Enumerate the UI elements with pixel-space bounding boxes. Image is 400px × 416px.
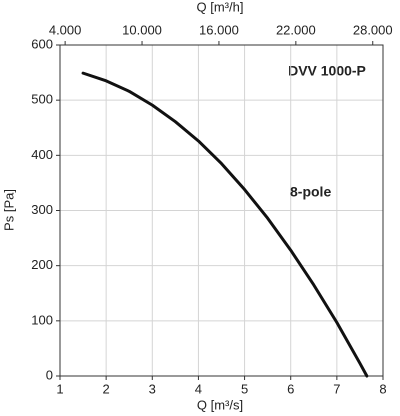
x2-tick-label: 16.000	[199, 22, 239, 37]
x2-axis-label: Q [m³/h]	[197, 0, 244, 14]
y-tick-label: 500	[31, 92, 53, 107]
x-tick-label: 5	[241, 381, 248, 396]
x2-tick-label: 4.000	[49, 22, 82, 37]
series-line	[81, 71, 369, 378]
y-tick-label: 400	[31, 147, 53, 162]
x2-tick-label: 10.000	[122, 22, 162, 37]
y-tick-label: 300	[31, 202, 53, 217]
x-axis-label: Q [m³/s]	[197, 397, 243, 412]
x2-tick-label: 28.000	[353, 22, 393, 37]
series-label: 8-pole	[290, 184, 331, 200]
x-tick-label: 1	[56, 381, 63, 396]
x-tick-label: 7	[333, 381, 340, 396]
plot-frame	[59, 44, 384, 377]
x-tick-label: 6	[287, 381, 294, 396]
x2-tick-label: 22.000	[276, 22, 316, 37]
y-tick-label: 200	[31, 257, 53, 272]
x-tick-label: 2	[103, 381, 110, 396]
y-tick-label: 0	[46, 367, 53, 382]
y-tick-label: 100	[31, 312, 53, 327]
chart-title: DVV 1000-P	[288, 63, 366, 79]
x-tick-label: 3	[149, 381, 156, 396]
y-tick-label: 600	[31, 36, 53, 51]
x-tick-label: 8	[379, 381, 386, 396]
x-tick-label: 4	[195, 381, 202, 396]
y-axis-label: Ps [Pa]	[1, 189, 16, 231]
